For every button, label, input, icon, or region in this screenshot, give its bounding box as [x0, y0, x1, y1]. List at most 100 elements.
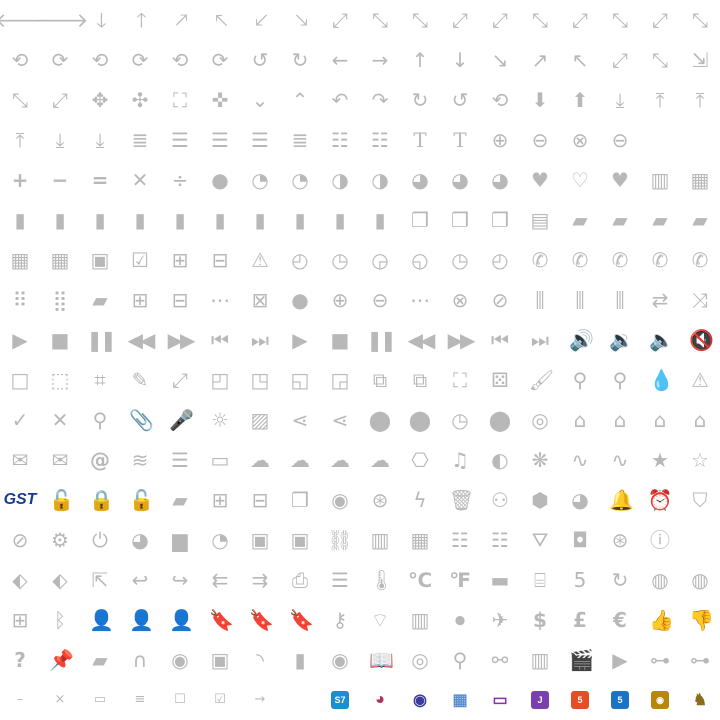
calendar-plus-icon-glyph: ⊞: [171, 248, 189, 272]
note-plus-icon: ⊞: [200, 480, 240, 520]
bag-icon-glyph: ◘: [572, 528, 588, 552]
gauge-icon-glyph: ◕: [571, 488, 589, 512]
equalizer-2-icon: ⫼: [560, 280, 600, 320]
divide-icon-glyph: ÷: [171, 168, 189, 192]
move-2-icon-glyph: ✣: [131, 88, 149, 112]
expand-diagonal-2-icon: ⤡: [400, 0, 440, 40]
keyhole-icon: ⚲: [440, 640, 480, 680]
file-block-icon: ▮: [360, 200, 400, 240]
fullscreen-exit-icon-glyph: ⤡: [652, 48, 668, 72]
keyboard-icon-glyph: ▬: [490, 568, 510, 592]
flower-icon: ❋: [520, 440, 560, 480]
calendar-plus-icon: ⊞: [160, 240, 200, 280]
file-text-icon: ▤: [520, 200, 560, 240]
clock-6-icon-glyph: ◴: [491, 248, 509, 272]
speedometer-icon: ◔: [200, 520, 240, 560]
bubble-icon-glyph: ●: [291, 288, 309, 312]
history-icon-glyph: ⟲: [491, 88, 509, 112]
arrow-down-left-icon: 🡗: [240, 0, 280, 40]
minus-circle-2-icon-glyph: ⊖: [611, 128, 629, 152]
volume-off-icon: 🔈: [640, 320, 680, 360]
selection-icon: ⬚: [40, 360, 80, 400]
icon-row: ⠿ ⣿ ▰ ⊞ ⊟ ⋯ ⊠ ● ⊕ ⊖ ⋯ ⊗ ⊘ ⫼ ⫼ ⫼ ⇄ ⤨: [0, 280, 720, 320]
folder-open-icon: ▰: [600, 200, 640, 240]
pause-2-icon: ❚❚: [360, 320, 400, 360]
files-2-icon-glyph: ❐: [491, 208, 509, 232]
bubble-minus-icon-glyph: ⊖: [371, 288, 389, 312]
download-circle-icon-glyph: ⬇: [531, 88, 549, 112]
folder-minus-icon: ▰: [680, 200, 720, 240]
comment-close-icon: ⊠: [240, 280, 280, 320]
shrink-diagonal-icon-glyph: ⤡: [372, 8, 388, 32]
move-icon: ✥: [80, 80, 120, 120]
thermometer-icon-glyph: 🌡: [368, 568, 394, 592]
database-icon: ☰: [160, 440, 200, 480]
file-upload-icon: ▮: [40, 200, 80, 240]
note-plus-icon-glyph: ⊞: [211, 488, 229, 512]
resize-icon-glyph: ⇲: [691, 48, 709, 72]
airplane-icon-glyph: ✈: [491, 608, 509, 632]
circle-full-icon: ●: [200, 160, 240, 200]
aperture-icon-glyph: ⊛: [611, 528, 629, 552]
menu-small-icon-glyph: ≡: [134, 692, 146, 707]
pause-icon: ❚❚: [80, 320, 120, 360]
html5-logo-icon: 5: [560, 680, 600, 720]
equalizer-bars-icon-glyph: ▥: [370, 528, 390, 552]
js-logo-icon-badge: J: [531, 691, 549, 709]
unlock-icon: 🔓: [40, 480, 80, 520]
number-icon-glyph: 5: [573, 568, 587, 592]
location-pin-2-icon: ⬤: [400, 400, 440, 440]
arrow-up-icon: 🡑: [120, 0, 160, 40]
wallet-icon: ▣: [200, 640, 240, 680]
files-2-icon: ❐: [480, 200, 520, 240]
magnet-icon: ∩: [120, 640, 160, 680]
gsf-logo-icon-badge: GST: [3, 491, 37, 508]
unlock-icon-glyph: 🔓: [49, 488, 74, 512]
icon-row: ⬖ ⬖ ⇱ ↩ ↪ ⇇ ⇉ ⎙ ☰ 🌡 ℃ ℉ ▬ ⌸ 5 ↻ ◍ ◍: [0, 560, 720, 600]
clock-5-icon: ◷: [440, 240, 480, 280]
check-icon-glyph: ✓: [11, 408, 29, 432]
euro-icon: €: [600, 600, 640, 640]
expand-diagonal-icon: ⤢: [320, 0, 360, 40]
arrow-right-icon: 🡒: [35, 0, 89, 40]
dollar-icon-glyph: $: [533, 608, 547, 632]
info-icon-glyph: ⓘ: [650, 528, 670, 552]
list-icon: ☷: [320, 120, 360, 160]
tags-icon-glyph: ⬖: [52, 568, 68, 592]
server-icon-glyph: ☰: [331, 568, 349, 592]
elephant-logo-icon: ♞: [680, 680, 720, 720]
calendar-day-icon-glyph: ▣: [90, 248, 110, 272]
video-play-icon-glyph: ▶: [612, 648, 628, 672]
alarm-icon: ⏰: [640, 480, 680, 520]
compass-icon-glyph: ⊘: [11, 528, 29, 552]
bubble-more-icon-glyph: ⋯: [410, 288, 430, 312]
minus-circle-icon: ⊖: [520, 120, 560, 160]
pie-2-icon-glyph: ◔: [291, 168, 309, 192]
icon-row: ⊞ ᛒ 👤 👤 👤 🔖 🔖 🔖 ⚷ ⌔ ▥ ⏺ ✈ $ £ € 👍 👎: [0, 600, 720, 640]
heart-broken-icon: ♥: [600, 160, 640, 200]
icon-row: ▶ ■ ❚❚ ◀◀ ▶▶ ⏮ ⏭ ▶ ■ ❚❚ ◀◀ ▶▶ ⏮ ⏭ 🔊 🔉 🔈 🔇: [0, 320, 720, 360]
crop-icon-glyph: ⌗: [94, 368, 106, 392]
corner-bottom-right-icon-glyph: ◲: [330, 368, 350, 392]
heart-outline-icon-glyph: ♡: [571, 168, 589, 192]
files-star-icon: ❐: [440, 200, 480, 240]
window-icon-glyph: ▭: [93, 692, 107, 707]
location-time-icon-glyph: ◷: [451, 408, 469, 432]
wallet-icon-glyph: ▣: [210, 648, 230, 672]
bubble-icon: ●: [280, 280, 320, 320]
tag-icon: ⬖: [0, 560, 40, 600]
arrow-left-thin-icon-glyph: ←: [331, 48, 349, 72]
at-icon: @: [80, 440, 120, 480]
sync-6-icon: ⟳: [200, 40, 240, 80]
number-icon: 5: [560, 560, 600, 600]
folder-upload-icon-glyph: ▰: [652, 208, 668, 232]
list-view-2-icon-glyph: ☷: [491, 528, 509, 552]
reply-2-icon: ↩: [120, 560, 160, 600]
calendar-2-icon-glyph: ▦: [50, 248, 70, 272]
file-alert-icon: ▮: [200, 200, 240, 240]
eclipse-logo-icon-badge: ◉: [413, 692, 427, 709]
pound-icon-glyph: £: [573, 608, 587, 632]
arrow-small-icon-glyph: →: [254, 692, 266, 707]
align-center-icon: ☰: [200, 120, 240, 160]
arrow-up-right-thin-icon: ↗: [520, 40, 560, 80]
